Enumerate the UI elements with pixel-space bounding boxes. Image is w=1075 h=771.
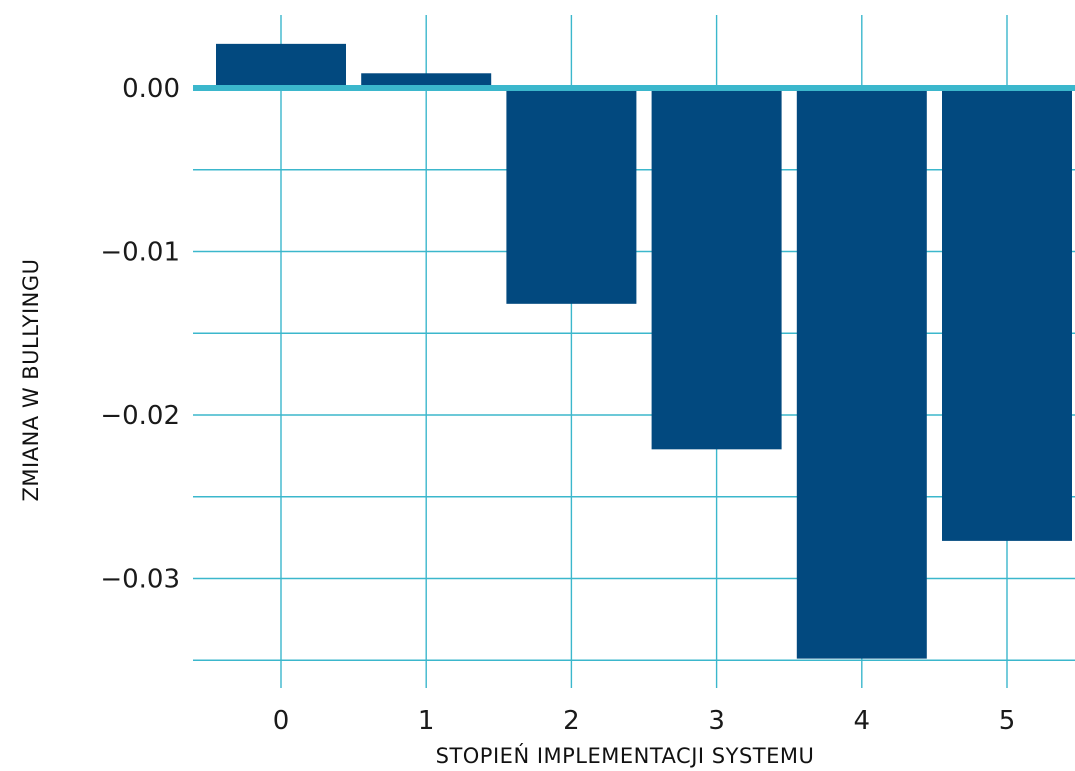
x-tick-label-3: 3 — [708, 706, 725, 736]
y-axis-title: ZMIANA W BULLYINGU — [19, 258, 43, 501]
x-tick-label-5: 5 — [999, 706, 1016, 736]
bar-1 — [361, 73, 492, 88]
bar-3 — [651, 88, 782, 450]
bar-2 — [506, 88, 637, 304]
y-tick-label-3: −0.03 — [100, 565, 180, 595]
x-tick-label-4: 4 — [854, 706, 871, 736]
bar-0 — [216, 43, 346, 88]
bars — [216, 43, 1072, 659]
x-tick-label-0: 0 — [273, 706, 290, 736]
y-tick-label-2: −0.02 — [100, 401, 180, 431]
y-tick-labels: 0.00 −0.01 −0.02 −0.03 — [100, 74, 180, 595]
y-tick-label-1: −0.01 — [100, 238, 180, 268]
x-tick-label-2: 2 — [563, 706, 580, 736]
x-tick-labels: 0 1 2 3 4 5 — [273, 706, 1016, 736]
bar-5 — [942, 88, 1072, 541]
x-tick-label-1: 1 — [418, 706, 435, 736]
x-axis-title: STOPIEŃ IMPLEMENTACJI SYSTEMU — [436, 743, 815, 768]
y-tick-label-0: 0.00 — [122, 74, 180, 104]
bar-4 — [796, 88, 927, 659]
